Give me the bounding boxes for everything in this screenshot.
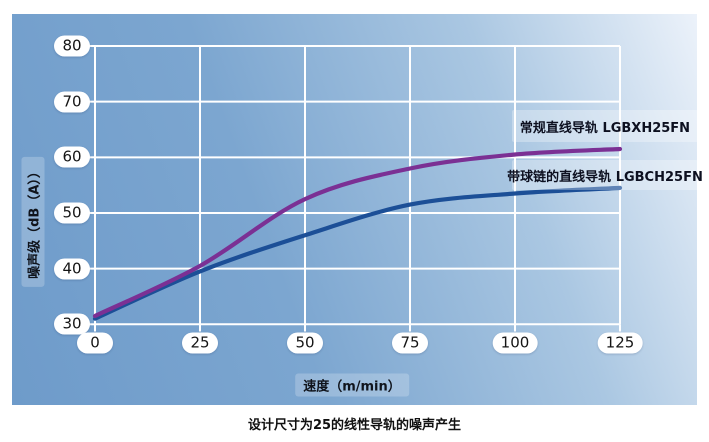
x-tick-label: 75	[392, 332, 428, 354]
series-line-lgbch25fn	[92, 185, 623, 321]
y-tick-label: 70	[54, 91, 90, 113]
legend-label-lgbxh25fn: 常规直线导轨 LGBXH25FN	[512, 110, 698, 142]
series-line-lgbxh25fn	[92, 146, 623, 319]
y-tick-label: 40	[54, 258, 90, 280]
x-tick-label: 100	[492, 332, 538, 354]
grid-lines	[94, 45, 621, 326]
chart-panel	[12, 14, 697, 405]
x-tick-label: 125	[597, 332, 643, 354]
y-tick-label: 50	[54, 202, 90, 224]
legend-label-lgbch25fn: 带球链的直线导轨 LGBCH25FN	[507, 160, 703, 190]
data-series-lines	[92, 146, 623, 321]
y-tick-label: 80	[54, 35, 90, 57]
x-axis-title: 速度（m/min）	[295, 373, 409, 397]
x-tick-label: 50	[287, 332, 323, 354]
y-tick-label: 60	[54, 146, 90, 168]
x-tick-label: 0	[77, 332, 113, 354]
y-tick-label: 30	[54, 313, 90, 335]
y-axis-title: 噪声级（dB（A））	[21, 157, 45, 287]
x-tick-label: 25	[182, 332, 218, 354]
chart-caption: 设计尺寸为25的线性导轨的噪声产生	[0, 405, 709, 442]
